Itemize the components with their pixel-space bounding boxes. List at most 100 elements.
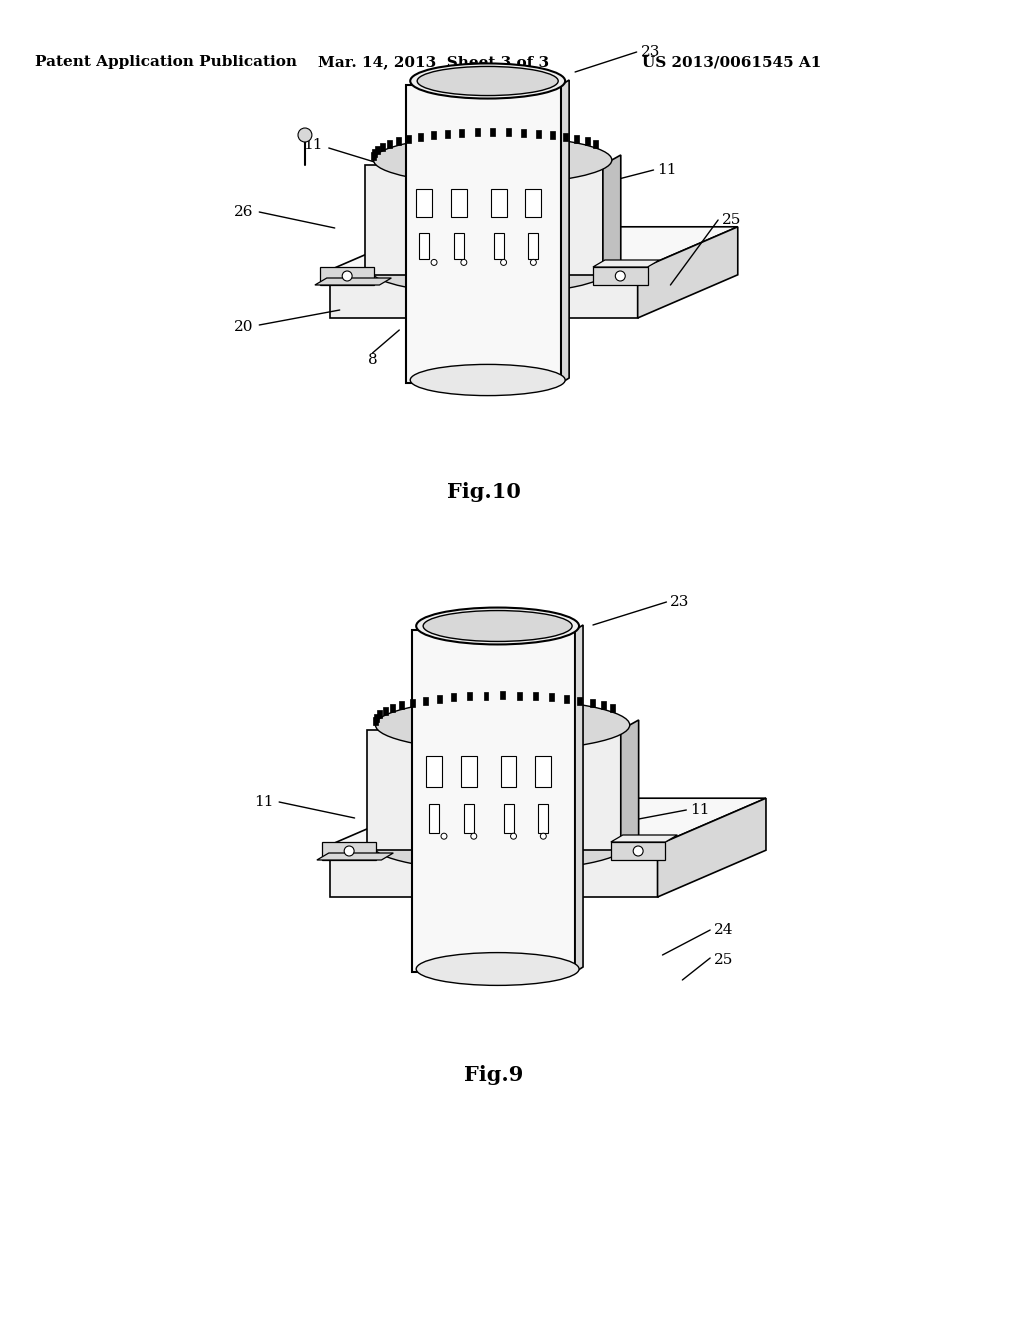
Polygon shape bbox=[319, 267, 375, 285]
Polygon shape bbox=[517, 692, 521, 700]
Polygon shape bbox=[315, 279, 391, 285]
Polygon shape bbox=[423, 697, 428, 705]
Polygon shape bbox=[375, 145, 380, 154]
Polygon shape bbox=[611, 842, 666, 861]
Ellipse shape bbox=[373, 820, 627, 871]
Text: 11: 11 bbox=[303, 139, 323, 152]
Polygon shape bbox=[464, 804, 474, 833]
Text: Fig.9: Fig.9 bbox=[464, 1065, 523, 1085]
Text: 11: 11 bbox=[254, 795, 273, 809]
Polygon shape bbox=[430, 131, 435, 139]
Polygon shape bbox=[575, 730, 621, 850]
Circle shape bbox=[342, 271, 352, 281]
Polygon shape bbox=[416, 189, 432, 218]
Circle shape bbox=[441, 833, 446, 840]
Circle shape bbox=[511, 833, 516, 840]
Circle shape bbox=[615, 271, 626, 281]
Circle shape bbox=[298, 128, 312, 143]
Polygon shape bbox=[490, 128, 496, 136]
Ellipse shape bbox=[411, 364, 565, 396]
Polygon shape bbox=[621, 719, 639, 850]
Polygon shape bbox=[460, 129, 464, 137]
Polygon shape bbox=[407, 84, 561, 383]
Polygon shape bbox=[501, 755, 516, 787]
Polygon shape bbox=[330, 227, 737, 271]
Ellipse shape bbox=[374, 136, 611, 183]
Polygon shape bbox=[549, 693, 554, 701]
Text: 8: 8 bbox=[368, 352, 377, 367]
Polygon shape bbox=[504, 804, 513, 833]
Polygon shape bbox=[603, 154, 621, 275]
Text: US 2013/0061545 A1: US 2013/0061545 A1 bbox=[642, 55, 821, 69]
Polygon shape bbox=[418, 133, 423, 141]
Polygon shape bbox=[563, 694, 568, 702]
Polygon shape bbox=[638, 227, 737, 318]
Polygon shape bbox=[585, 137, 590, 145]
Text: 24: 24 bbox=[714, 923, 733, 937]
Polygon shape bbox=[452, 693, 457, 701]
Circle shape bbox=[471, 833, 477, 840]
Text: 8: 8 bbox=[429, 853, 439, 867]
Polygon shape bbox=[407, 165, 561, 275]
Polygon shape bbox=[593, 140, 598, 148]
Polygon shape bbox=[454, 234, 464, 259]
Polygon shape bbox=[521, 129, 526, 137]
Circle shape bbox=[530, 260, 537, 265]
Text: 1: 1 bbox=[450, 352, 459, 367]
Text: 11: 11 bbox=[690, 803, 710, 817]
Polygon shape bbox=[390, 704, 395, 713]
Polygon shape bbox=[539, 804, 548, 833]
Polygon shape bbox=[444, 129, 450, 137]
Polygon shape bbox=[494, 234, 504, 259]
Text: Patent Application Publication: Patent Application Publication bbox=[35, 55, 297, 69]
Polygon shape bbox=[506, 128, 511, 136]
Polygon shape bbox=[561, 81, 569, 383]
Circle shape bbox=[461, 260, 467, 265]
Polygon shape bbox=[451, 189, 467, 218]
Polygon shape bbox=[413, 730, 575, 850]
Polygon shape bbox=[399, 701, 404, 709]
Polygon shape bbox=[590, 698, 595, 708]
Polygon shape bbox=[474, 128, 479, 136]
Polygon shape bbox=[330, 799, 766, 845]
Polygon shape bbox=[322, 842, 377, 861]
Text: Fig.10: Fig.10 bbox=[446, 482, 520, 502]
Polygon shape bbox=[372, 149, 377, 157]
Polygon shape bbox=[534, 692, 538, 701]
Polygon shape bbox=[330, 845, 657, 898]
Polygon shape bbox=[500, 692, 505, 700]
Circle shape bbox=[501, 260, 507, 265]
Polygon shape bbox=[536, 129, 541, 137]
Text: 11: 11 bbox=[657, 162, 677, 177]
Polygon shape bbox=[374, 714, 379, 722]
Polygon shape bbox=[593, 260, 659, 267]
Polygon shape bbox=[426, 755, 442, 787]
Polygon shape bbox=[561, 165, 603, 275]
Circle shape bbox=[431, 260, 437, 265]
Polygon shape bbox=[316, 853, 393, 861]
Polygon shape bbox=[395, 137, 400, 145]
Ellipse shape bbox=[376, 700, 630, 751]
Ellipse shape bbox=[416, 953, 579, 986]
Text: 23: 23 bbox=[671, 595, 690, 609]
Polygon shape bbox=[436, 694, 441, 702]
Polygon shape bbox=[406, 135, 411, 143]
Text: 8: 8 bbox=[408, 352, 417, 367]
Ellipse shape bbox=[423, 611, 572, 642]
Polygon shape bbox=[610, 704, 615, 713]
Text: 26: 26 bbox=[233, 205, 253, 219]
Ellipse shape bbox=[371, 246, 609, 294]
Polygon shape bbox=[483, 692, 488, 700]
Text: 25: 25 bbox=[722, 213, 741, 227]
Polygon shape bbox=[467, 692, 472, 701]
Text: Mar. 14, 2013  Sheet 3 of 3: Mar. 14, 2013 Sheet 3 of 3 bbox=[318, 55, 550, 69]
Polygon shape bbox=[563, 133, 567, 141]
Polygon shape bbox=[575, 624, 583, 972]
Ellipse shape bbox=[416, 607, 579, 644]
Polygon shape bbox=[461, 755, 477, 787]
Polygon shape bbox=[377, 710, 382, 718]
Polygon shape bbox=[490, 189, 507, 218]
Polygon shape bbox=[525, 189, 542, 218]
Polygon shape bbox=[550, 131, 555, 139]
Circle shape bbox=[633, 846, 643, 855]
